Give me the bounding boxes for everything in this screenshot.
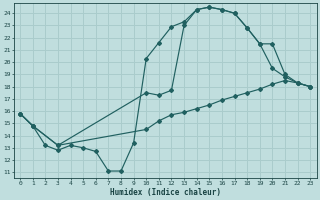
X-axis label: Humidex (Indice chaleur): Humidex (Indice chaleur): [110, 188, 220, 197]
